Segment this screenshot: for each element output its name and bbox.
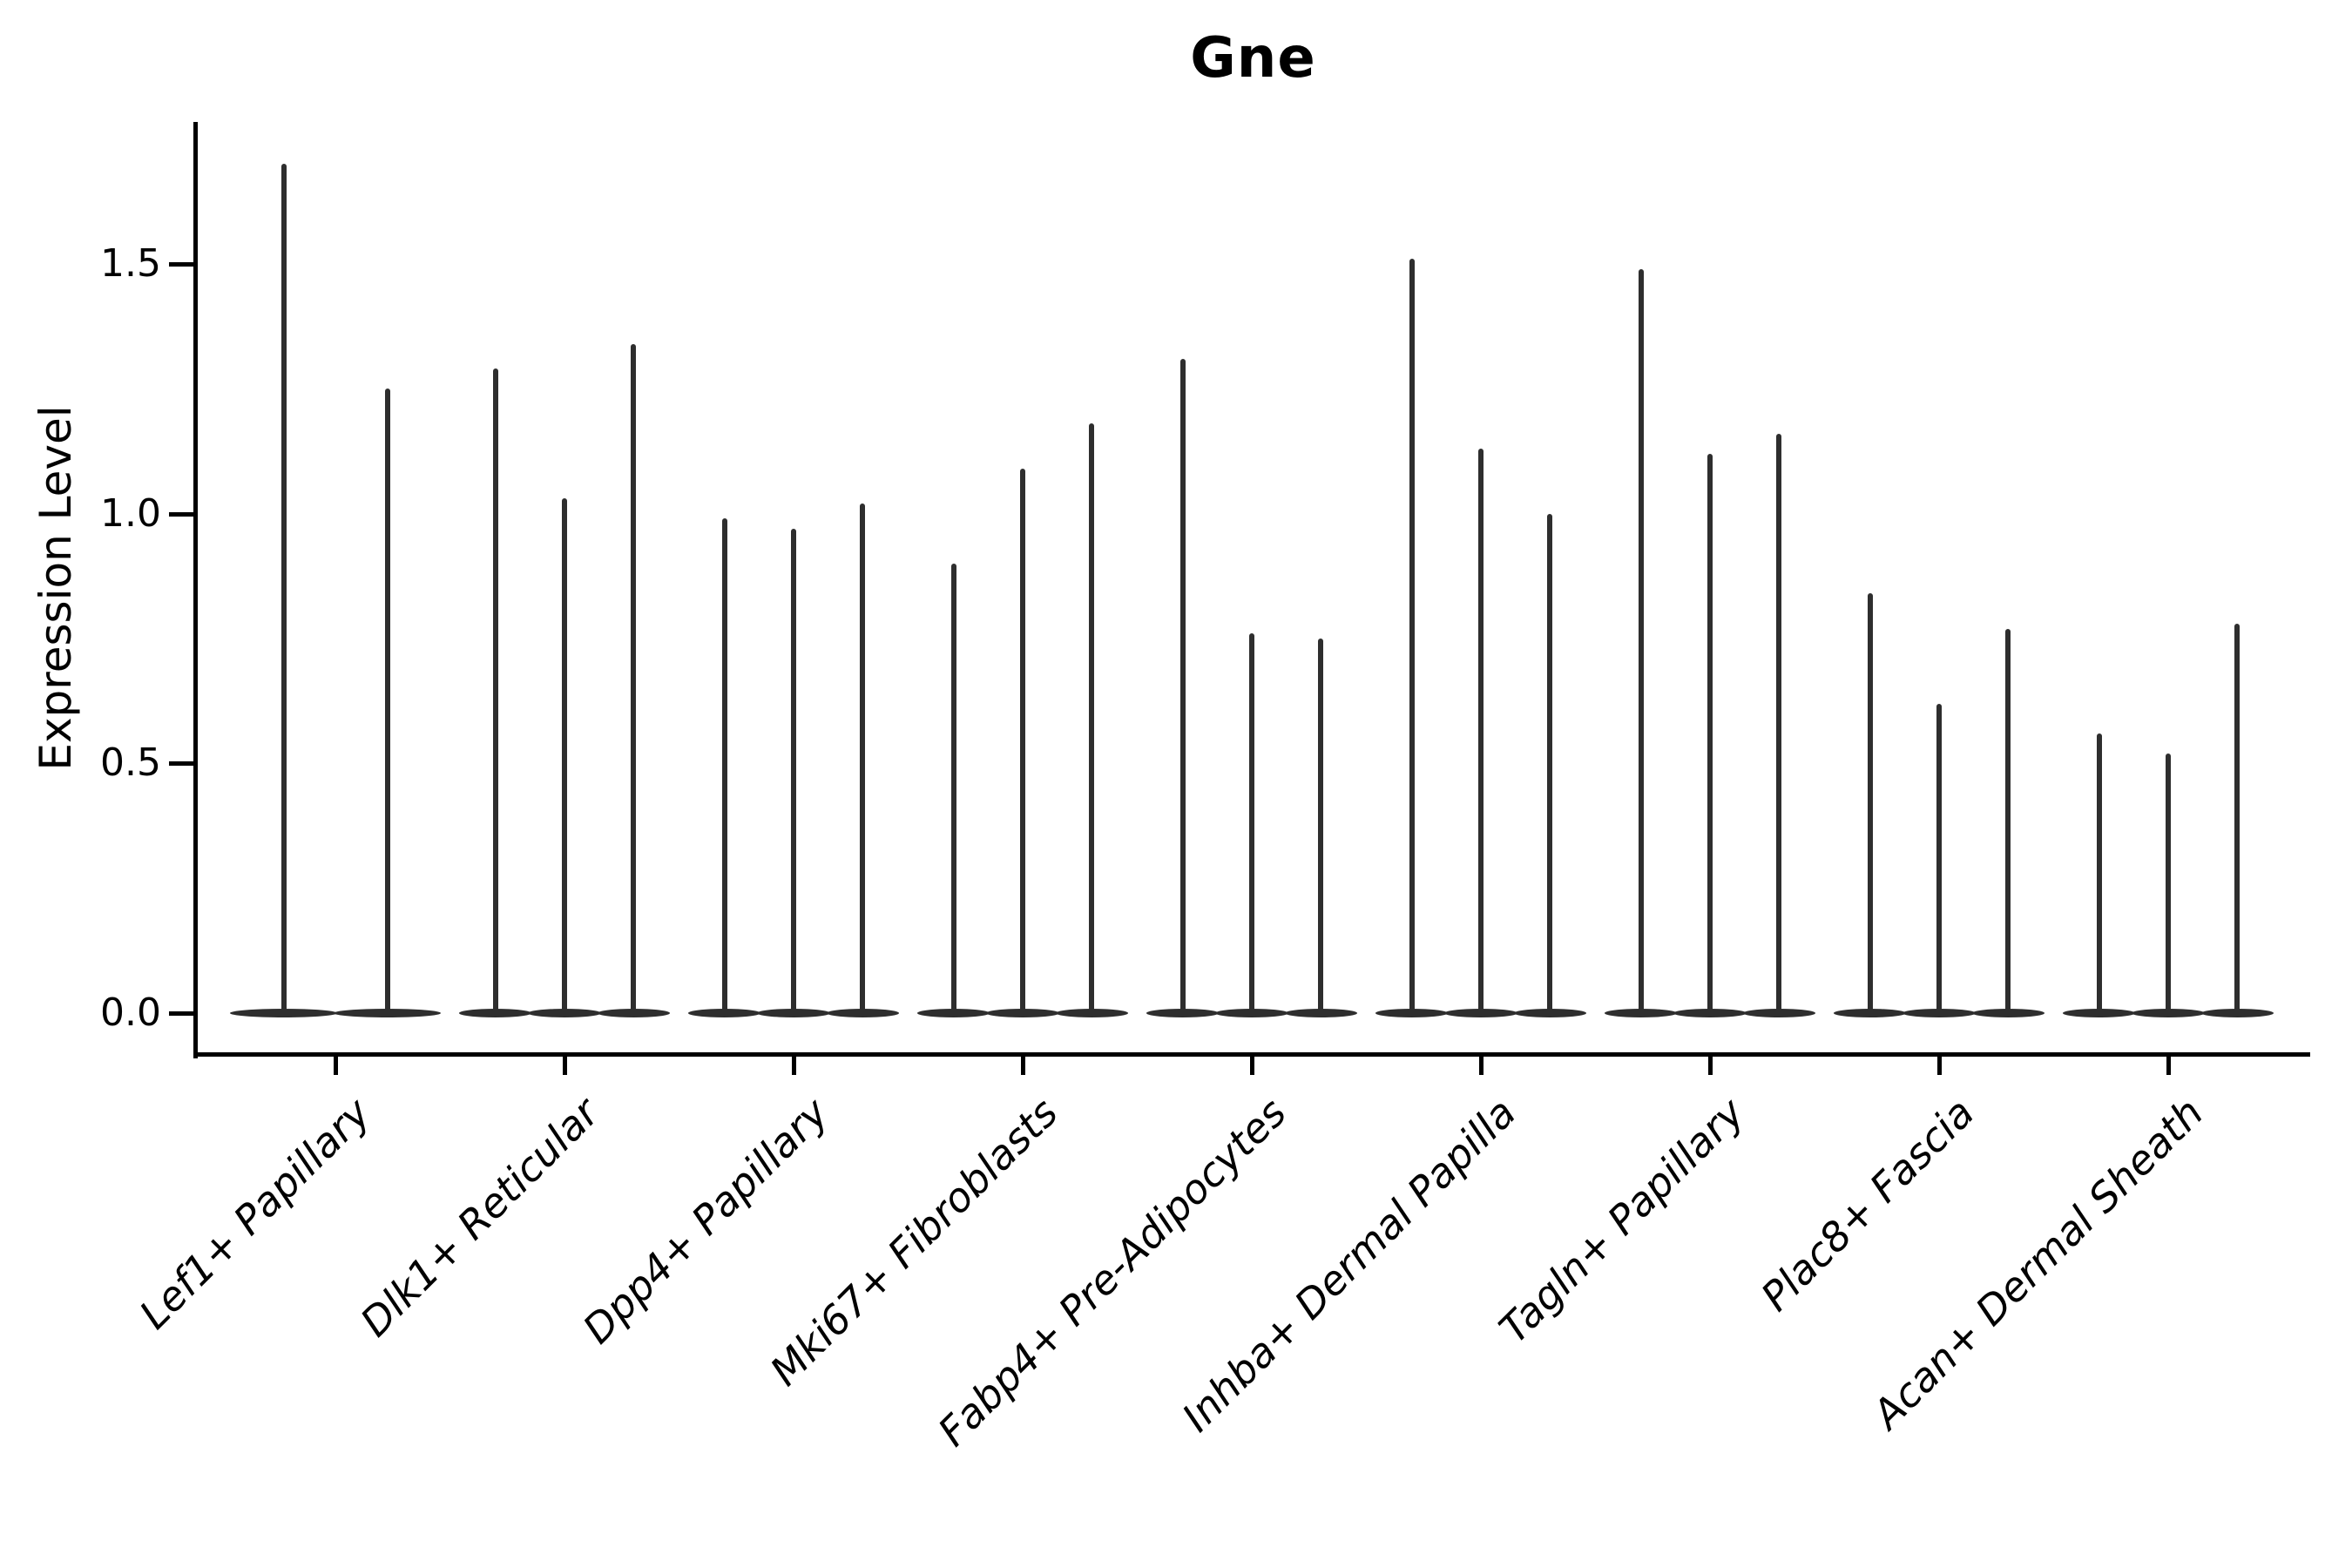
violin-spike: [950, 564, 956, 1013]
y-axis-label: Expression Level: [30, 405, 81, 771]
violin-spike: [1089, 423, 1095, 1013]
y-tick-label: 1.5: [100, 241, 161, 286]
violin-zero-base: [334, 1009, 441, 1017]
violin-zero-base: [1834, 1009, 1907, 1017]
violin-zero-base: [1444, 1009, 1517, 1017]
chart-title: Gne: [1190, 26, 1316, 91]
violin-zero-base: [1742, 1009, 1815, 1017]
x-tick-mark: [1250, 1056, 1254, 1075]
violin-zero-base: [1146, 1009, 1220, 1017]
y-tick-mark: [169, 511, 193, 517]
x-tick-mark: [563, 1056, 567, 1075]
y-tick-label: 0.0: [100, 990, 161, 1035]
y-tick-label: 0.5: [100, 740, 161, 786]
x-tick-label: Plac8+ Fascia: [1751, 1089, 1984, 1321]
violin-spike: [2096, 733, 2102, 1013]
violin-zero-base: [230, 1009, 337, 1017]
violin-spike: [1318, 639, 1324, 1013]
violin-spike: [1776, 433, 1782, 1013]
violin-spike: [2005, 628, 2011, 1013]
x-tick-mark: [1708, 1056, 1713, 1075]
violin-spike: [1638, 268, 1644, 1013]
violin-zero-base: [1284, 1009, 1357, 1017]
violin-spike: [562, 498, 567, 1013]
violin-spike: [1478, 449, 1484, 1013]
violin-zero-base: [986, 1009, 1059, 1017]
violin-zero-base: [1375, 1009, 1449, 1017]
y-tick-label: 1.0: [100, 490, 161, 536]
x-tick-mark: [1479, 1056, 1484, 1075]
violin-zero-base: [688, 1009, 761, 1017]
x-tick-label: Dpp4+ Papillary: [573, 1089, 838, 1353]
violin-spike: [1020, 469, 1025, 1013]
x-tick-mark: [1021, 1056, 1025, 1075]
violin-zero-base: [917, 1009, 990, 1017]
x-tick-mark: [1937, 1056, 1942, 1075]
violin-spike: [860, 504, 866, 1013]
y-tick-mark: [169, 761, 193, 767]
violin-zero-base: [2063, 1009, 2136, 1017]
y-tick-mark: [169, 262, 193, 267]
violin-spike: [1547, 513, 1553, 1013]
violin-zero-base: [2200, 1009, 2274, 1017]
x-tick-label: Tagln+ Papillary: [1490, 1089, 1754, 1353]
violin-zero-base: [597, 1009, 670, 1017]
violin-zero-base: [826, 1009, 899, 1017]
violin-zero-base: [1215, 1009, 1288, 1017]
violin-spike: [791, 528, 796, 1013]
violin-zero-base: [757, 1009, 830, 1017]
x-tick-mark: [792, 1056, 796, 1075]
x-axis-spine: [193, 1052, 2310, 1057]
violin-spike: [492, 368, 498, 1013]
violin-spike: [2166, 753, 2171, 1013]
violin-spike: [1249, 633, 1254, 1013]
violin-zero-base: [2132, 1009, 2205, 1017]
violin-spike: [1707, 453, 1713, 1013]
x-tick-label: Lef1+ Papillary: [130, 1089, 380, 1338]
violin-zero-base: [528, 1009, 601, 1017]
violin-zero-base: [1055, 1009, 1128, 1017]
x-tick-label: Dlk1+ Reticular: [351, 1089, 609, 1346]
violin-zero-base: [1513, 1009, 1586, 1017]
violin-spike: [1409, 259, 1415, 1013]
x-tick-mark: [2166, 1056, 2171, 1075]
violin-spike: [280, 164, 287, 1013]
violin-spike: [1867, 593, 1873, 1013]
violin-spike: [2234, 623, 2240, 1013]
violin-spike: [1179, 358, 1186, 1013]
violin-spike: [631, 343, 637, 1013]
y-tick-mark: [169, 1011, 193, 1016]
violin-zero-base: [1971, 1009, 2044, 1017]
x-tick-mark: [334, 1056, 338, 1075]
violin-zero-base: [1903, 1009, 1976, 1017]
violin-spike: [384, 389, 390, 1013]
violin-spike: [1936, 703, 1942, 1013]
violin-zero-base: [1605, 1009, 1678, 1017]
violin-zero-base: [1673, 1009, 1747, 1017]
y-axis-spine: [193, 122, 198, 1058]
violin-zero-base: [459, 1009, 532, 1017]
violin-spike: [721, 518, 727, 1013]
